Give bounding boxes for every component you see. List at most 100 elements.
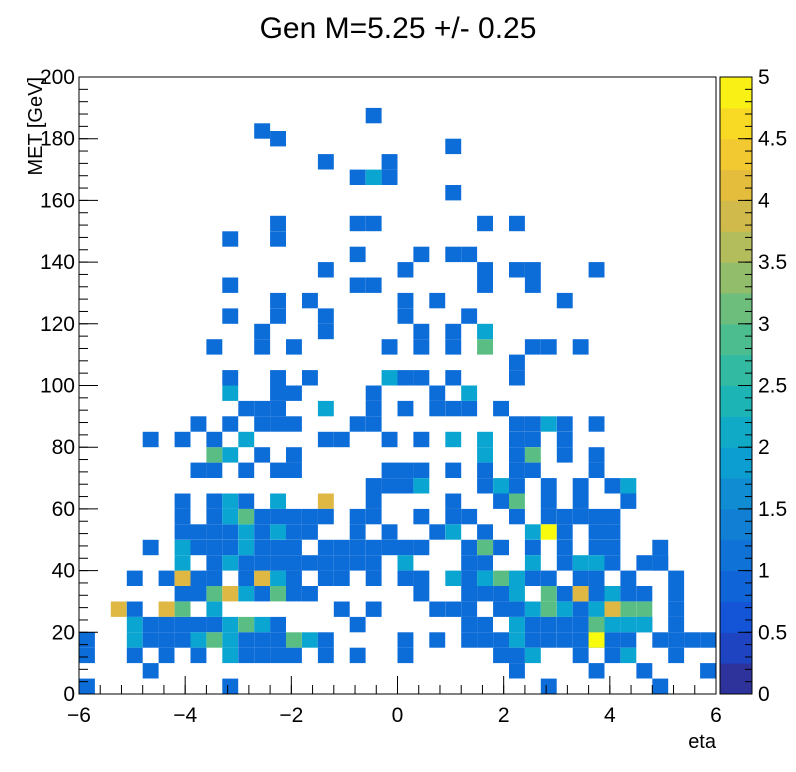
heatmap-cell	[668, 616, 685, 633]
heatmap-cell	[270, 308, 286, 324]
color-scale-band	[720, 478, 752, 510]
heatmap-cell	[222, 385, 239, 401]
x-tick-label: 2	[498, 704, 510, 727]
heatmap-cell	[381, 370, 398, 386]
heatmap-cell	[509, 663, 525, 679]
color-scale-band	[720, 200, 752, 232]
y-axis-label: MET [GeV]	[25, 77, 47, 176]
heatmap-cell	[317, 493, 334, 509]
heatmap-cell	[620, 478, 637, 494]
heatmap-cell	[397, 647, 414, 664]
color-scale-band	[720, 231, 752, 263]
heatmap-cell	[238, 524, 255, 540]
heatmap-cell	[652, 555, 669, 571]
heatmap-cell	[604, 647, 621, 664]
heatmap-cell	[477, 339, 493, 355]
heatmap-cell	[620, 493, 637, 509]
heatmap-cell	[206, 462, 223, 478]
heatmap-cell	[349, 616, 366, 633]
heatmap-cell	[397, 370, 414, 386]
heatmap-cell	[509, 431, 525, 448]
heatmap-cell	[445, 185, 462, 201]
heatmap-cell	[572, 339, 589, 355]
heatmap-cells	[79, 107, 716, 694]
color-scale-band	[720, 262, 752, 294]
heatmap-cell	[126, 616, 143, 633]
heatmap-cell	[381, 478, 398, 494]
heatmap-cell	[604, 539, 621, 556]
heatmap-cell	[238, 586, 255, 602]
heatmap-cell	[397, 400, 414, 417]
heatmap-cell	[604, 632, 621, 648]
heatmap-cell	[509, 508, 525, 525]
heatmap-cell	[222, 231, 239, 247]
heatmap-cell	[668, 601, 685, 617]
heatmap-cell	[254, 570, 271, 586]
heatmap-cell	[509, 586, 525, 602]
heatmap-cell	[413, 539, 430, 556]
y-tick-label: 180	[40, 128, 75, 151]
heatmap-cell	[222, 539, 239, 556]
heatmap-cell	[524, 431, 541, 448]
heatmap-cell	[509, 354, 525, 370]
heatmap-cell	[397, 555, 414, 571]
heatmap-cell	[509, 616, 525, 633]
heatmap-cell	[477, 323, 493, 340]
color-scale-band	[720, 632, 752, 664]
heatmap-cell	[509, 601, 525, 617]
heatmap-cell	[493, 400, 509, 417]
heatmap-cell	[270, 616, 286, 633]
heatmap-cell	[540, 493, 557, 509]
heatmap-cell	[493, 601, 509, 617]
heatmap-cell	[397, 478, 414, 494]
heatmap-cell	[190, 647, 207, 664]
heatmap-cell	[206, 493, 223, 509]
heatmap-cell	[477, 447, 493, 463]
heatmap-cell	[381, 462, 398, 478]
heatmap-cell	[206, 431, 223, 448]
heatmap-cell	[238, 647, 255, 664]
heatmap-cell	[222, 277, 239, 293]
heatmap-cell	[270, 524, 286, 540]
heatmap-cell	[317, 647, 334, 664]
heatmap-cell	[668, 586, 685, 602]
heatmap-cell	[365, 570, 382, 586]
heatmap-cell	[556, 431, 573, 448]
color-scale-band	[720, 292, 752, 325]
heatmap-cell	[461, 539, 478, 556]
heatmap-cell	[270, 400, 286, 417]
heatmap-cell	[222, 616, 239, 633]
heatmap-cell	[317, 400, 334, 417]
heatmap-cell	[636, 601, 653, 617]
heatmap-cell	[222, 678, 239, 694]
heatmap-cell	[477, 277, 493, 293]
heatmap-cell	[524, 339, 541, 355]
heatmap-cell	[477, 616, 493, 633]
heatmap-cell	[604, 524, 621, 540]
heatmap-cell	[317, 154, 334, 170]
heatmap-cell	[588, 524, 605, 540]
heatmap-cell	[317, 539, 334, 556]
heatmap-cell	[317, 555, 334, 571]
heatmap-cell	[365, 539, 382, 556]
heatmap-cell	[588, 539, 605, 556]
heatmap-cell	[493, 539, 509, 556]
heatmap-cell	[206, 508, 223, 525]
heatmap-cell	[286, 555, 302, 571]
heatmap-cell	[270, 292, 286, 309]
heatmap-cell	[286, 385, 302, 401]
heatmap-cell	[254, 632, 271, 648]
heatmap-cell	[190, 586, 207, 602]
y-tick-label: 200	[40, 66, 75, 89]
heatmap-cell	[604, 616, 621, 633]
x-axis-label: eta	[688, 731, 717, 753]
color-scale-band	[720, 539, 752, 572]
heatmap-cell	[445, 524, 462, 540]
color-scale-label: 5	[758, 66, 770, 89]
y-tick-label: 160	[40, 189, 75, 212]
heatmap-cell	[540, 416, 557, 432]
heatmap-cell	[222, 493, 239, 509]
heatmap-cell	[429, 292, 446, 309]
heatmap-cell	[636, 616, 653, 633]
heatmap-cell	[429, 385, 446, 401]
